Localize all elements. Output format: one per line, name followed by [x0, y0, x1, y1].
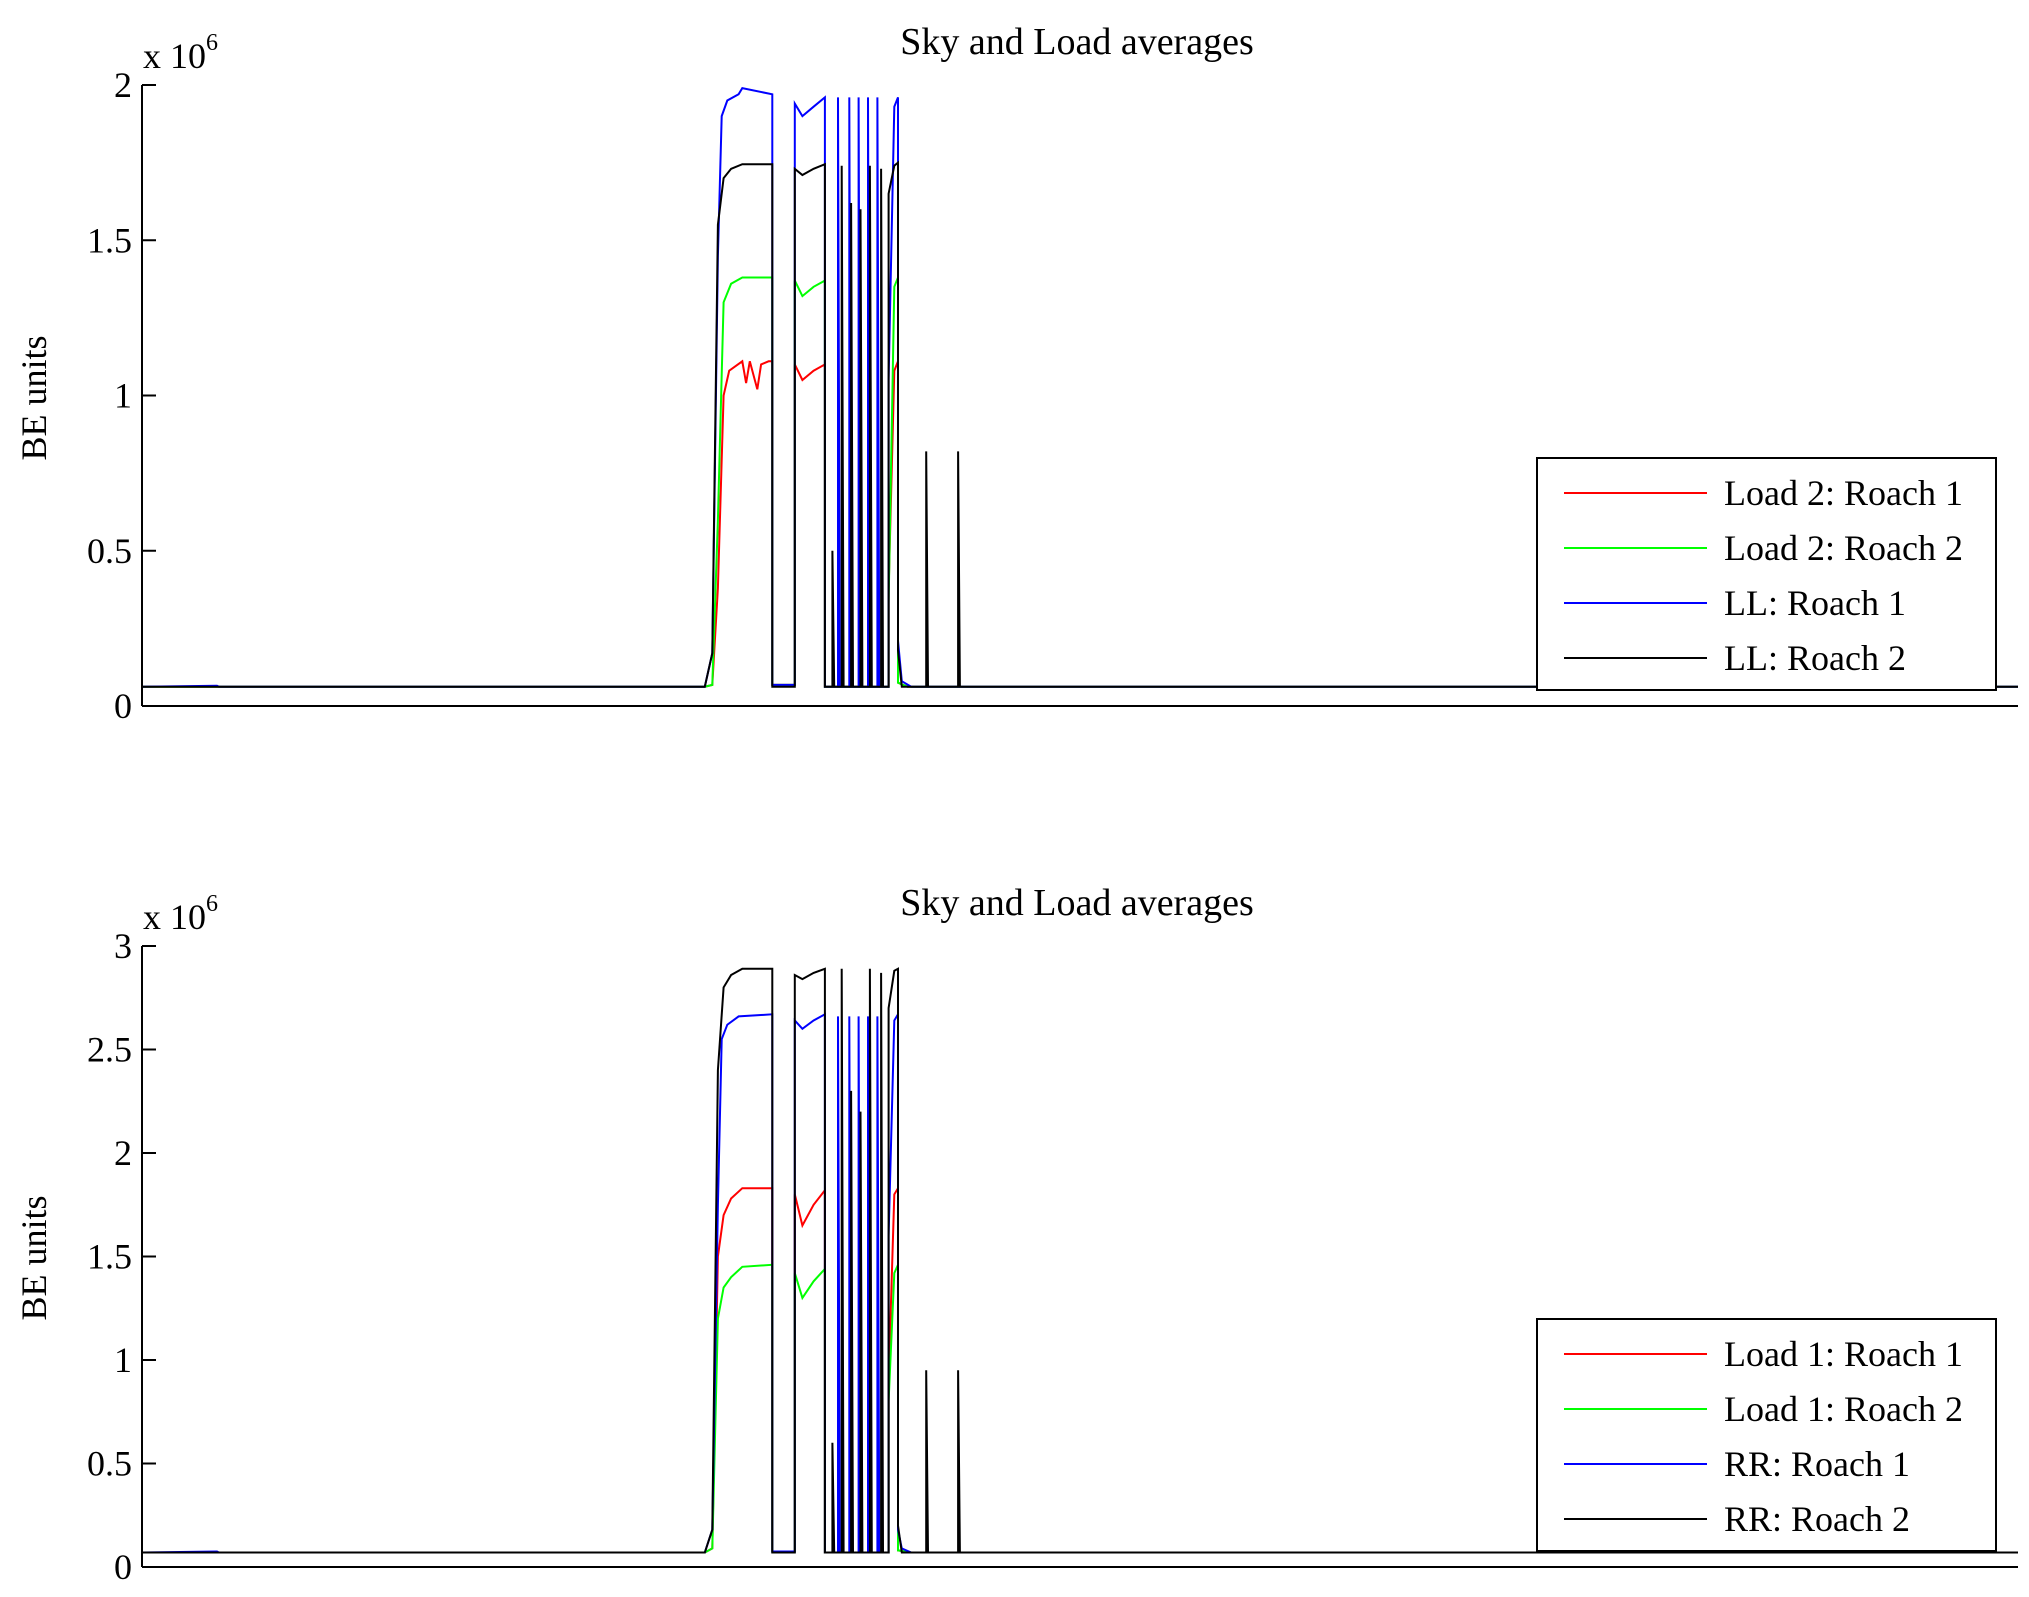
top-chart-legend: Load 2: Roach 1 Load 2: Roach 2 LL: Roach … [1536, 457, 1997, 691]
top-chart-y-ticks: 0 0.5 1 1.5 2 [87, 65, 156, 726]
bottom-chart-legend-label: Load 1: Roach 1 [1724, 1334, 1963, 1374]
bottom-chart-y-tick-label: 0.5 [87, 1444, 132, 1484]
bottom-chart-title: Sky and Load averages [900, 882, 1254, 924]
bottom-chart-y-tick-label: 2 [114, 1133, 132, 1173]
bottom-chart-series [141, 967, 2018, 1554]
top-chart-y-tick-label: 2 [114, 65, 132, 105]
top-chart-legend-box [1536, 457, 1997, 691]
bottom-chart-y-tick-label: 2.5 [87, 1030, 132, 1070]
bottom-chart-legend-label: RR: Roach 1 [1724, 1444, 1910, 1484]
bottom-chart-legend-label: Load 1: Roach 2 [1724, 1389, 1963, 1429]
bottom-chart-y-axis-label: BE units [14, 1195, 54, 1320]
top-chart-series-line [142, 160, 2018, 688]
top-chart-y-tick-label: 0.5 [87, 531, 132, 571]
bottom-chart-legend-box [1536, 1318, 1997, 1552]
top-chart-y-exponent: x 106 [143, 30, 218, 76]
bottom-chart-y-tick-label: 3 [114, 926, 132, 966]
bottom-chart: Sky and Load averages x 106 BE units 0 0.… [14, 882, 2018, 1587]
bottom-chart-series-line [142, 1184, 2018, 1554]
top-chart-series [141, 86, 2018, 688]
top-chart-y-tick-label: 0 [114, 686, 132, 726]
top-chart-legend-label: Load 2: Roach 2 [1724, 528, 1963, 568]
top-chart-title: Sky and Load averages [900, 21, 1254, 63]
bottom-chart-y-ticks: 0 0.5 1 1.5 2 2.5 3 [87, 926, 156, 1587]
top-chart-y-tick-label: 1 [114, 376, 132, 416]
bottom-chart-y-tick-label: 1.5 [87, 1237, 132, 1277]
bottom-chart-legend-label: RR: Roach 2 [1724, 1499, 1910, 1539]
top-chart-y-tick-label: 1.5 [87, 220, 132, 260]
bottom-chart-y-exponent: x 106 [143, 891, 218, 937]
top-chart-legend-label: LL: Roach 2 [1724, 638, 1906, 678]
bottom-chart-series-line [142, 967, 2018, 1554]
bottom-chart-y-tick-label: 0 [114, 1547, 132, 1587]
bottom-chart-series-line [142, 1263, 2018, 1554]
top-chart: Sky and Load averages x 106 BE units 0 0.… [14, 21, 2018, 726]
bottom-chart-legend: Load 1: Roach 1 Load 1: Roach 2 RR: Roach … [1536, 1318, 1997, 1552]
bottom-chart-y-tick-label: 1 [114, 1340, 132, 1380]
top-chart-y-axis-label: BE units [14, 335, 54, 460]
top-chart-legend-label: Load 2: Roach 1 [1724, 473, 1963, 513]
top-chart-legend-label: LL: Roach 1 [1724, 583, 1906, 623]
